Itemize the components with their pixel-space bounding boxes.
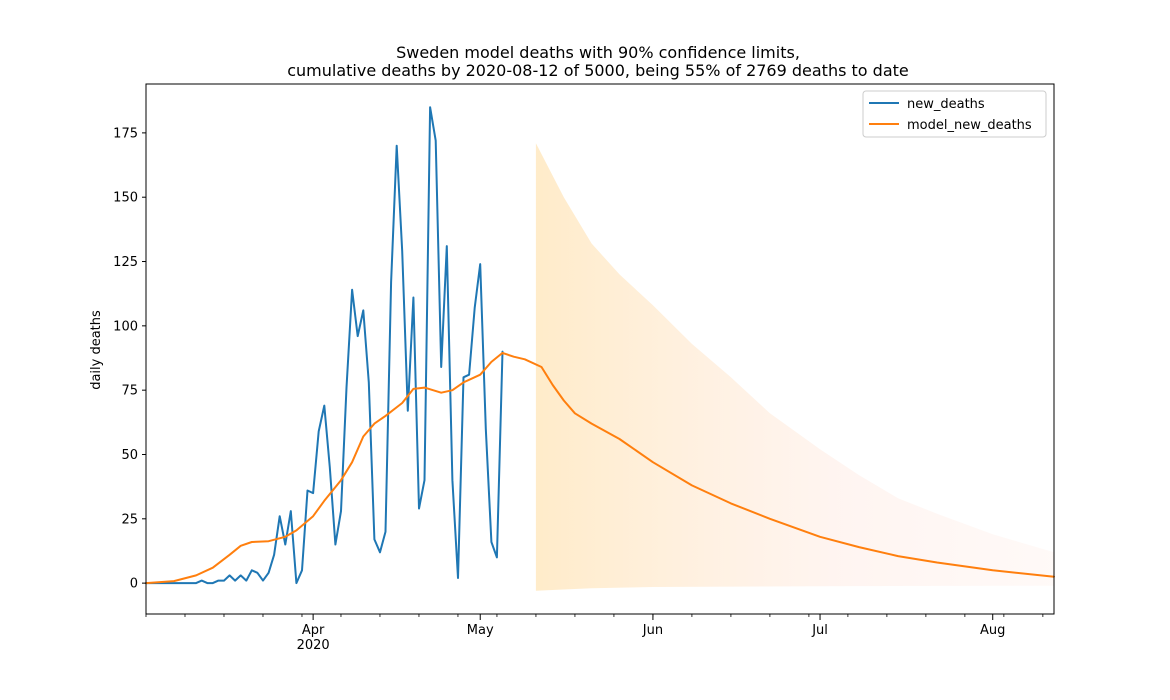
x-tick-label: Apr: [302, 623, 325, 638]
series-line-model-new-deaths: [145, 351, 1055, 585]
y-tick-label: 125: [113, 255, 138, 270]
y-tick-label: 50: [121, 448, 138, 463]
y-axis-ticks: 0 25 50 75 100 125 150 175: [113, 126, 146, 592]
legend-label-new-deaths: new_deaths: [907, 97, 985, 112]
confidence-band-layer: [535, 143, 1054, 591]
y-tick-label: 0: [130, 577, 138, 592]
series-layer: [145, 106, 1055, 585]
chart-title-line1: Sweden model deaths with 90% confidence …: [396, 43, 800, 62]
series-line-new-deaths: [145, 106, 504, 585]
confidence-band: [535, 143, 1054, 591]
chart-title-line2: cumulative deaths by 2020-08-12 of 5000,…: [287, 61, 909, 80]
legend-box: [862, 90, 1047, 138]
y-tick-label: 150: [113, 191, 138, 206]
x-tick-sublabel: 2020: [297, 638, 330, 653]
x-tick-label: May: [467, 623, 494, 638]
legend: new_deaths model_new_deaths: [862, 90, 1047, 138]
plot-frame: [145, 83, 1055, 615]
x-tick-label: Jul: [811, 623, 828, 638]
y-tick-label: 100: [113, 319, 138, 334]
x-tick-label: Aug: [980, 623, 1005, 638]
x-tick-label: Jun: [642, 623, 663, 638]
y-tick-label: 25: [121, 512, 138, 527]
y-tick-label: 75: [121, 384, 138, 399]
y-axis-label: daily deaths: [89, 310, 104, 390]
y-tick-label: 175: [113, 126, 138, 141]
legend-label-model-new-deaths: model_new_deaths: [907, 118, 1032, 133]
